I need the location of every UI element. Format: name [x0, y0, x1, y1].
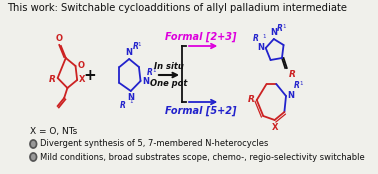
- Text: R: R: [132, 42, 138, 51]
- Text: This work: Switchable cycloadditions of allyl palladium intermediate: This work: Switchable cycloadditions of …: [7, 3, 347, 13]
- Text: R: R: [120, 101, 126, 110]
- Text: R: R: [147, 68, 153, 77]
- Text: X: X: [271, 123, 278, 132]
- Text: X: X: [79, 76, 85, 85]
- Circle shape: [31, 155, 35, 159]
- Text: R: R: [253, 34, 259, 43]
- Text: +: +: [84, 69, 96, 84]
- Text: Mild conditions, broad substrates scope, chemo-, regio-selectivity switchable: Mild conditions, broad substrates scope,…: [40, 152, 364, 161]
- Text: R: R: [288, 70, 295, 79]
- Text: 1: 1: [262, 34, 266, 39]
- Text: R: R: [248, 96, 254, 105]
- Text: R: R: [294, 81, 300, 90]
- Text: 1: 1: [299, 81, 302, 86]
- Text: N: N: [125, 48, 133, 57]
- Text: 1: 1: [152, 68, 155, 73]
- Text: 1: 1: [137, 42, 141, 47]
- Text: Divergent synthesis of 5, 7-membered N-heterocycles: Divergent synthesis of 5, 7-membered N-h…: [40, 140, 268, 148]
- Text: Formal [2+3]: Formal [2+3]: [165, 32, 236, 42]
- Text: R: R: [277, 24, 283, 33]
- Text: N: N: [127, 93, 134, 102]
- Text: Formal [5+2]: Formal [5+2]: [165, 106, 236, 116]
- Text: R: R: [48, 76, 55, 85]
- Text: X = O, NTs: X = O, NTs: [30, 127, 77, 136]
- Circle shape: [31, 142, 35, 146]
- Text: O: O: [56, 34, 63, 43]
- Text: N: N: [257, 44, 264, 53]
- Text: One pot: One pot: [150, 79, 187, 88]
- Text: In situ: In situ: [154, 62, 184, 71]
- Text: N: N: [142, 77, 149, 85]
- Text: O: O: [77, 61, 84, 69]
- Text: N: N: [270, 28, 277, 37]
- Text: 1: 1: [282, 24, 285, 29]
- Text: 1: 1: [129, 99, 133, 104]
- Text: N: N: [288, 90, 294, 100]
